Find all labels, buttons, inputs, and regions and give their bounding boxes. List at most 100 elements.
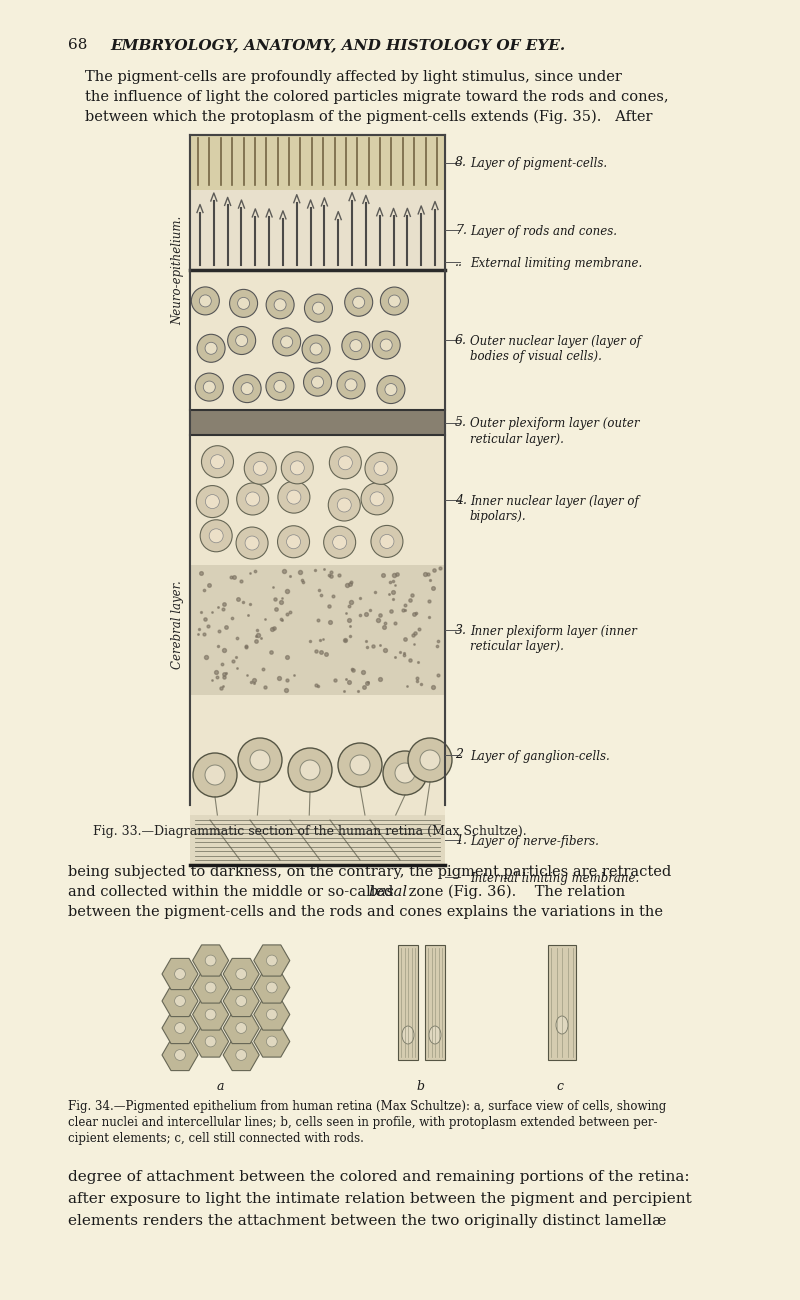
Ellipse shape [402, 1026, 414, 1044]
Text: c: c [557, 1080, 563, 1093]
Text: Layer of rods and cones.: Layer of rods and cones. [470, 225, 617, 238]
Ellipse shape [556, 1017, 568, 1034]
Text: 4.: 4. [455, 494, 467, 507]
Circle shape [236, 1049, 246, 1061]
Circle shape [338, 744, 382, 786]
Circle shape [205, 982, 216, 993]
Circle shape [372, 332, 400, 359]
Circle shape [203, 381, 215, 393]
Circle shape [333, 536, 346, 550]
Circle shape [266, 1036, 277, 1047]
Circle shape [380, 339, 392, 351]
Circle shape [238, 298, 250, 309]
Polygon shape [223, 1013, 259, 1044]
Bar [190, 815, 445, 865]
Bar [425, 945, 445, 1060]
Circle shape [205, 1009, 216, 1021]
Bar [398, 945, 418, 1060]
Circle shape [197, 334, 225, 363]
Circle shape [195, 373, 223, 402]
Text: a: a [216, 1080, 224, 1093]
Circle shape [287, 490, 301, 504]
Circle shape [313, 302, 325, 315]
Text: basal: basal [368, 885, 407, 900]
Circle shape [245, 536, 259, 550]
Circle shape [385, 384, 397, 395]
Text: 2: 2 [455, 749, 463, 762]
Text: after exposure to light the intimate relation between the pigment and percipient: after exposure to light the intimate rel… [68, 1192, 692, 1206]
Text: Inner plexiform layer (inner
reticular layer).: Inner plexiform layer (inner reticular l… [470, 625, 637, 653]
Circle shape [345, 378, 357, 391]
Circle shape [353, 296, 365, 308]
Circle shape [246, 491, 260, 506]
Text: ..: .. [455, 256, 463, 269]
Polygon shape [193, 945, 229, 976]
Text: Layer of ganglion-cells.: Layer of ganglion-cells. [470, 750, 610, 763]
Circle shape [310, 343, 322, 355]
Text: between which the protoplasm of the pigment-cells extends (Fig. 35).   After: between which the protoplasm of the pigm… [85, 111, 653, 125]
Circle shape [361, 482, 393, 515]
Text: 68: 68 [68, 38, 87, 52]
Circle shape [266, 1009, 277, 1021]
Circle shape [380, 534, 394, 549]
Circle shape [338, 456, 352, 469]
Text: Layer of nerve-fibers.: Layer of nerve-fibers. [470, 835, 599, 848]
Text: Fig. 34.—Pigmented epithelium from human retina (Max Schultze): a, surface view : Fig. 34.—Pigmented epithelium from human… [68, 1100, 666, 1113]
Polygon shape [223, 958, 259, 989]
Text: Outer plexiform layer (outer
reticular layer).: Outer plexiform layer (outer reticular l… [470, 417, 639, 446]
Circle shape [236, 526, 268, 559]
Polygon shape [254, 972, 290, 1004]
Circle shape [328, 489, 360, 521]
Circle shape [174, 996, 186, 1006]
Circle shape [365, 452, 397, 485]
Circle shape [273, 328, 301, 356]
Circle shape [370, 491, 384, 506]
Polygon shape [162, 958, 198, 989]
Bar [190, 436, 445, 566]
Circle shape [311, 376, 323, 389]
Text: Neuro-epithelium.: Neuro-epithelium. [171, 216, 185, 325]
Text: clear nuclei and intercellular lines; b, cells seen in profile, with protoplasm : clear nuclei and intercellular lines; b,… [68, 1115, 658, 1128]
Circle shape [205, 956, 216, 966]
Circle shape [350, 339, 362, 351]
Circle shape [238, 738, 282, 783]
Circle shape [380, 287, 408, 315]
Text: Layer of pigment-cells.: Layer of pigment-cells. [470, 157, 607, 170]
Polygon shape [193, 1026, 229, 1057]
Circle shape [388, 295, 400, 307]
Circle shape [209, 529, 223, 543]
Circle shape [196, 486, 228, 517]
Circle shape [228, 326, 256, 355]
Text: elements renders the attachment between the two originally distinct lamellæ: elements renders the attachment between … [68, 1214, 666, 1228]
Bar [190, 696, 445, 815]
Circle shape [199, 295, 211, 307]
Polygon shape [254, 1026, 290, 1057]
Circle shape [303, 368, 331, 396]
Polygon shape [162, 985, 198, 1017]
Text: Fig. 33.—Diagrammatic section of the human retina (Max Schultze).: Fig. 33.—Diagrammatic section of the hum… [93, 826, 527, 838]
Circle shape [236, 1023, 246, 1034]
Text: The pigment-cells are profoundly affected by light stimulus, since under: The pigment-cells are profoundly affecte… [85, 70, 622, 84]
Text: Cerebral layer.: Cerebral layer. [171, 581, 185, 670]
Text: zone (Fig. 36).    The relation: zone (Fig. 36). The relation [404, 885, 626, 900]
Circle shape [266, 291, 294, 318]
Text: being subjected to darkness, on the contrary, the pigment particles are retracte: being subjected to darkness, on the cont… [68, 864, 671, 879]
Polygon shape [162, 1040, 198, 1071]
Circle shape [345, 289, 373, 316]
Circle shape [236, 968, 246, 979]
Text: Internal limiting membrane.: Internal limiting membrane. [470, 872, 639, 885]
Circle shape [278, 525, 310, 558]
Circle shape [250, 750, 270, 770]
Circle shape [174, 968, 186, 979]
Text: 6.: 6. [455, 334, 467, 347]
Bar [190, 410, 445, 436]
Text: the influence of light the colored particles migrate toward the rods and cones,: the influence of light the colored parti… [85, 90, 669, 104]
Circle shape [278, 481, 310, 514]
Text: Inner nuclear layer (layer of
bipolars).: Inner nuclear layer (layer of bipolars). [470, 495, 639, 523]
Bar [190, 135, 445, 190]
Text: between the pigment-cells and the rods and cones explains the variations in the: between the pigment-cells and the rods a… [68, 905, 663, 919]
Circle shape [374, 462, 388, 476]
Circle shape [274, 299, 286, 311]
Bar [190, 190, 445, 270]
Polygon shape [193, 972, 229, 1004]
